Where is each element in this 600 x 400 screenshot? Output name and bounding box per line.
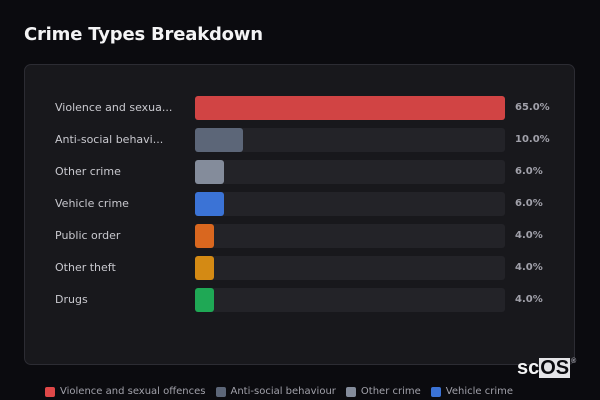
legend-label: Violence and sexual offences <box>60 386 206 397</box>
logo-prefix: sc <box>517 357 540 379</box>
bar-label: Public order <box>55 229 121 242</box>
bar-row: Violence and sexua... 65.0% <box>25 96 574 120</box>
bar-track <box>195 288 505 312</box>
bar-track <box>195 192 505 216</box>
bar-track <box>195 160 505 184</box>
bar-value: 6.0% <box>515 166 543 177</box>
legend-item[interactable]: Vehicle crime <box>430 386 513 397</box>
legend-item[interactable]: Violence and sexual offences <box>45 386 206 397</box>
chart-legend: Violence and sexual offences Anti-social … <box>45 386 513 397</box>
bar-track <box>195 128 505 152</box>
logo-boxed: OS <box>539 357 571 379</box>
bar-label: Violence and sexua... <box>55 101 173 114</box>
bar-row: Other theft 4.0% <box>25 256 574 280</box>
bar-track <box>195 96 505 120</box>
bar-fill[interactable] <box>195 192 224 216</box>
scos-logo: sc OS ® <box>517 358 576 378</box>
bar-value: 6.0% <box>515 198 543 209</box>
bar-value: 4.0% <box>515 294 543 305</box>
chart-card: Violence and sexua... 65.0% Anti-social be… <box>24 64 575 365</box>
bar-track <box>195 224 505 248</box>
bar-row: Drugs 4.0% <box>25 288 574 312</box>
bar-label: Anti-social behavi... <box>55 133 164 146</box>
bar-fill[interactable] <box>195 96 505 120</box>
legend-item[interactable]: Other crime <box>345 386 421 397</box>
bar-value: 4.0% <box>515 262 543 273</box>
bar-value: 4.0% <box>515 230 543 241</box>
bar-fill[interactable] <box>195 160 224 184</box>
legend-label: Other crime <box>360 386 421 397</box>
bar-label: Other theft <box>55 261 116 274</box>
chart-title: Crime Types Breakdown <box>24 24 263 45</box>
legend-swatch-icon <box>430 386 441 397</box>
bar-label: Drugs <box>55 293 88 306</box>
bar-label: Other crime <box>55 165 121 178</box>
bar-fill[interactable] <box>195 256 215 280</box>
bar-row: Anti-social behavi... 10.0% <box>25 128 574 152</box>
bar-track <box>195 256 505 280</box>
legend-swatch-icon <box>345 386 356 397</box>
bar-row: Other crime 6.0% <box>25 160 574 184</box>
registered-mark-icon: ® <box>571 358 577 365</box>
legend-swatch-icon <box>215 386 226 397</box>
legend-item[interactable]: Anti-social behaviour <box>215 386 336 397</box>
bar-fill[interactable] <box>195 128 243 152</box>
bar-row: Public order 4.0% <box>25 224 574 248</box>
legend-swatch-icon <box>45 386 55 397</box>
bar-value: 65.0% <box>515 102 550 113</box>
legend-label: Anti-social behaviour <box>230 386 336 397</box>
bar-label: Vehicle crime <box>55 197 129 210</box>
bar-row: Vehicle crime 6.0% <box>25 192 574 216</box>
bar-fill[interactable] <box>195 224 215 248</box>
bar-value: 10.0% <box>515 134 550 145</box>
bar-fill[interactable] <box>195 288 215 312</box>
legend-label: Vehicle crime <box>445 386 513 397</box>
